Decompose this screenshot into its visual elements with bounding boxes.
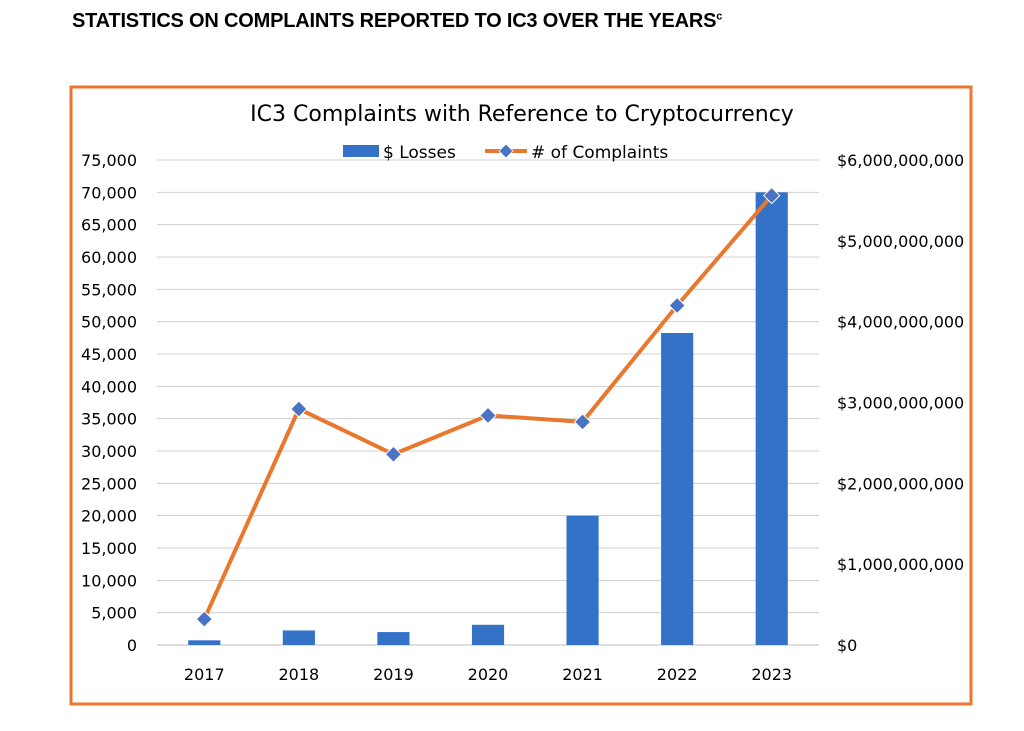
y-left-tick-label: 5,000 <box>91 604 137 623</box>
y-right-tick-label: $2,000,000,000 <box>837 474 964 493</box>
y-right-tick-label: $1,000,000,000 <box>837 555 964 574</box>
bar-losses <box>471 624 505 645</box>
marker-complaints <box>573 413 592 431</box>
marker-complaints <box>290 400 308 418</box>
bar-losses <box>661 332 694 645</box>
y-left-tick-label: 15,000 <box>81 539 137 558</box>
bar-layer <box>188 192 788 646</box>
x-tick-label: 2018 <box>278 665 319 684</box>
y-left-tick-label: 50,000 <box>81 313 137 332</box>
legend-marker-complaints <box>498 143 514 159</box>
bar-losses <box>377 632 410 645</box>
bar-losses <box>755 192 788 646</box>
y-left-tick-label: 20,000 <box>81 507 137 526</box>
y-left-tick-label: 55,000 <box>81 280 137 299</box>
page-heading-text: STATISTICS ON COMPLAINTS REPORTED TO IC3… <box>72 10 717 32</box>
y-left-tick-label: 65,000 <box>81 216 137 235</box>
y-right-tick-label: $3,000,000,000 <box>837 394 964 413</box>
x-tick-label: 2021 <box>562 665 603 684</box>
line-layer <box>195 186 781 628</box>
y-left-tick-label: 30,000 <box>81 442 137 461</box>
y-left-tick-label: 70,000 <box>81 183 137 202</box>
y-left-tick-label: 40,000 <box>81 377 137 396</box>
legend-label-losses: $ Losses <box>383 143 456 163</box>
marker-complaints <box>384 445 403 463</box>
y-right-tick-label: $0 <box>837 636 857 655</box>
marker-complaints <box>668 296 686 315</box>
y-right-tick-label: $6,000,000,000 <box>837 151 964 170</box>
legend-label-complaints: # of Complaints <box>531 143 668 163</box>
x-tick-label: 2020 <box>468 665 509 684</box>
marker-complaints <box>195 610 213 628</box>
x-tick-label: 2017 <box>184 665 225 684</box>
y-left-tick-label: 75,000 <box>81 151 137 170</box>
y-left-tick-label: 0 <box>127 636 137 655</box>
marker-complaints <box>479 406 497 425</box>
page-heading: STATISTICS ON COMPLAINTS REPORTED TO IC3… <box>72 10 722 33</box>
x-tick-label: 2019 <box>373 665 414 684</box>
y-left-tick-label: 45,000 <box>81 345 137 364</box>
x-tick-label: 2023 <box>751 665 792 684</box>
axis-layer: 0 5,000 10,000 15,000 20,000 25,000 30,000 35,0… <box>81 151 964 684</box>
y-left-tick-label: 10,000 <box>81 571 137 590</box>
bar-losses <box>188 640 221 645</box>
marker-complaints <box>763 186 781 205</box>
chart-title: IC3 Complaints with Reference to Cryptoc… <box>250 102 794 127</box>
y-left-tick-label: 35,000 <box>81 410 137 429</box>
y-right-tick-label: $5,000,000,000 <box>837 232 964 251</box>
y-right-tick-label: $4,000,000,000 <box>837 313 964 332</box>
x-tick-label: 2022 <box>657 665 698 684</box>
legend: $ Losses # of Complaints <box>343 143 668 163</box>
legend-swatch-losses <box>343 145 379 157</box>
y-left-tick-label: 60,000 <box>81 248 137 267</box>
bar-losses <box>282 630 315 645</box>
footnote-mark: c <box>716 10 723 23</box>
chart-frame <box>69 85 973 706</box>
bar-losses <box>566 515 599 645</box>
y-left-tick-label: 25,000 <box>81 474 137 493</box>
